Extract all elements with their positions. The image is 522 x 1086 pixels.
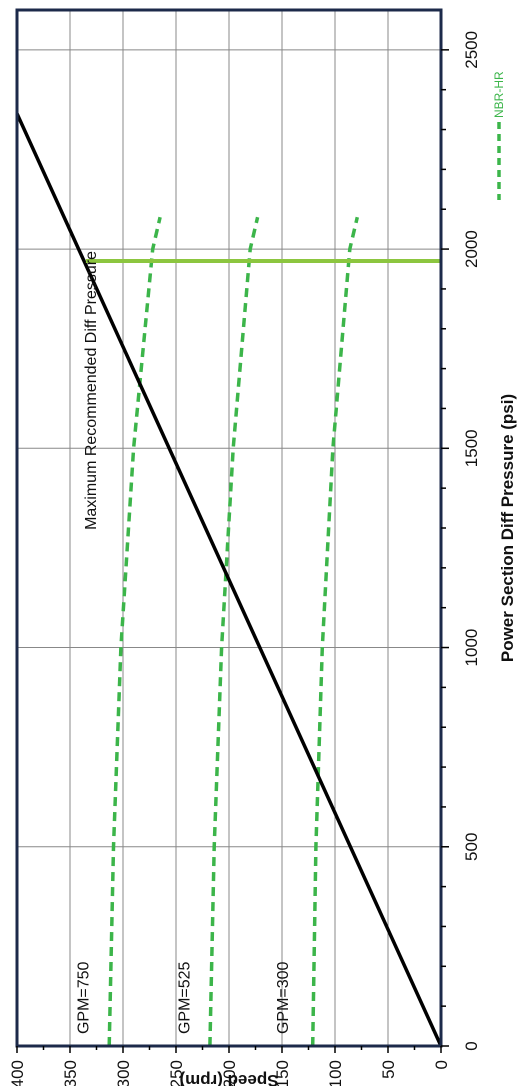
speed-tick-label: 350 (61, 1060, 80, 1086)
legend-entry: NBR-HR (492, 71, 506, 118)
pressure-tick-label: 0 (462, 1041, 481, 1050)
speed-tick-label: 250 (167, 1060, 186, 1086)
speed-tick-label: 200 (220, 1060, 239, 1086)
grid (16, 10, 442, 1047)
series-line-2 (310, 216, 360, 1047)
diff-pressure-line (15, 112, 443, 1047)
max-diff-pressure-label: Maximum Recommended Diff Pressure (83, 251, 100, 530)
speed-tick-label: 150 (273, 1060, 292, 1086)
series-line-0 (107, 216, 162, 1047)
series-label: GPM=525 (176, 961, 193, 1034)
pressure-tick-label: 1000 (462, 629, 481, 667)
speed-tick-label: 400 (8, 1060, 27, 1086)
x-axis-title: Power Section Diff Pressure (psi) (498, 394, 517, 662)
speed-tick-label: 50 (379, 1060, 398, 1079)
speed-tick-label: 300 (114, 1060, 133, 1086)
tick-group (16, 49, 449, 1053)
speed-tick-label: 0 (432, 1060, 451, 1069)
series-group (15, 112, 443, 1047)
speed-tick-label: 100 (326, 1060, 345, 1086)
pressure-tick-label: 1500 (462, 429, 481, 467)
series-label: GPM=300 (275, 961, 292, 1034)
series-line-1 (208, 216, 260, 1047)
label-group: Maximum Recommended Diff Pressure0500100… (8, 31, 517, 1086)
y-axis-title: Speed (rpm) (179, 1071, 278, 1086)
pressure-tick-label: 2500 (462, 31, 481, 69)
pressure-tick-label: 500 (462, 833, 481, 861)
series-label: GPM=750 (76, 961, 93, 1034)
pressure-tick-label: 2000 (462, 230, 481, 268)
